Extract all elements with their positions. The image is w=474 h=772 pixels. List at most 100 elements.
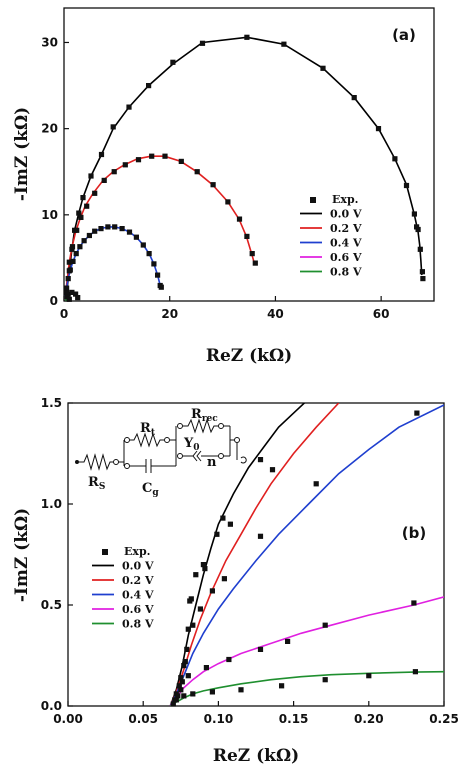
exp-data-point bbox=[210, 182, 216, 188]
y-tick-label: 0.5 bbox=[41, 598, 62, 612]
exp-data-point bbox=[226, 656, 232, 663]
exp-data-point bbox=[74, 227, 80, 233]
circuit-node-9 bbox=[124, 463, 130, 469]
exp-data-point bbox=[98, 226, 104, 232]
exp-data-point bbox=[197, 606, 203, 612]
exp-data-point bbox=[181, 663, 187, 669]
exp-data-point bbox=[209, 689, 215, 695]
exp-data-point bbox=[75, 295, 81, 301]
exp-data-point bbox=[80, 195, 86, 201]
x-tick-label: 0.10 bbox=[204, 712, 234, 726]
legend-label-06: 0.6 V bbox=[122, 603, 154, 616]
exp-data-point bbox=[351, 95, 357, 101]
exp-data-point bbox=[135, 157, 142, 163]
exp-data-point bbox=[403, 182, 410, 189]
x-tick-label: 0.20 bbox=[354, 712, 384, 726]
panel-b-frame bbox=[67, 402, 445, 707]
exp-data-point bbox=[281, 41, 287, 47]
series-line-02 bbox=[64, 155, 256, 295]
panel-b-ylabel: -ImZ (kΩ) bbox=[12, 508, 32, 602]
exp-data-point bbox=[411, 211, 417, 217]
exp-data-point bbox=[69, 289, 75, 295]
exp-data-point bbox=[76, 210, 82, 216]
exp-data-point bbox=[209, 588, 215, 594]
exp-data-point bbox=[178, 158, 184, 164]
exp-data-point bbox=[78, 214, 84, 220]
exp-data-point bbox=[122, 162, 128, 168]
exp-data-point bbox=[392, 156, 398, 162]
exp-data-point bbox=[411, 600, 417, 606]
exp-data-point bbox=[414, 410, 420, 416]
exp-data-point bbox=[175, 693, 181, 699]
series-line-06 bbox=[169, 596, 444, 706]
legend-label-exp: Exp. bbox=[332, 193, 358, 206]
exp-data-point bbox=[73, 251, 79, 257]
circuit-node-1 bbox=[113, 459, 119, 465]
exp-data-point bbox=[194, 169, 200, 175]
x-tick-label: 20 bbox=[161, 307, 178, 321]
exp-data-point bbox=[149, 153, 155, 159]
exp-data-point bbox=[65, 276, 71, 282]
exp-data-point bbox=[173, 697, 179, 703]
exp-data-point bbox=[185, 626, 191, 632]
exp-data-point bbox=[133, 234, 139, 240]
panel-a-ticks: 0 20 40 60 0 10 20 30 bbox=[41, 35, 389, 321]
legend-label-06: 0.6 V bbox=[330, 251, 362, 264]
panel-a-label: (a) bbox=[392, 26, 416, 44]
exp-data-point bbox=[119, 226, 125, 232]
series-line-04 bbox=[169, 404, 444, 706]
exp-data-point bbox=[313, 481, 319, 487]
legend-label-04: 0.4 V bbox=[330, 237, 362, 250]
exp-data-point bbox=[176, 683, 182, 689]
exp-data-point bbox=[64, 285, 70, 291]
exp-data-point bbox=[320, 65, 326, 71]
exp-data-point bbox=[70, 258, 76, 264]
exp-data-point bbox=[236, 216, 243, 222]
panel-b-label: (b) bbox=[402, 524, 426, 542]
legend-label-08: 0.8 V bbox=[330, 266, 362, 279]
exp-data-point bbox=[322, 677, 328, 683]
exp-data-point bbox=[366, 673, 372, 679]
y-tick-label: 10 bbox=[41, 208, 58, 222]
circuit-label-cg: Cg bbox=[142, 481, 159, 498]
x-tick-label: 0 bbox=[60, 307, 68, 321]
legend-label-04: 0.4 V bbox=[122, 589, 154, 602]
panel-a-xlabel: ReZ (kΩ) bbox=[206, 346, 292, 366]
exp-data-point bbox=[170, 59, 176, 65]
exp-data-point bbox=[126, 104, 132, 110]
panel-b-series-lines bbox=[169, 403, 444, 706]
resistor-rrec bbox=[183, 418, 218, 434]
circuit-node-6 bbox=[177, 453, 183, 459]
exp-data-point bbox=[202, 566, 208, 572]
exp-data-point bbox=[81, 238, 87, 244]
exp-data-point bbox=[67, 267, 73, 273]
exp-data-point bbox=[414, 224, 420, 230]
panel-b-chart: 0.00 0.05 0.10 0.15 0.20 0.25 0.0 0.5 1.0 1.5 (b)… bbox=[12, 396, 459, 766]
exp-data-point bbox=[375, 126, 382, 132]
y-tick-label: 0.0 bbox=[41, 699, 62, 713]
exp-data-point bbox=[140, 242, 146, 248]
panel-a-ylabel: -ImZ (kΩ) bbox=[12, 107, 32, 201]
circuit-label-n: n bbox=[207, 455, 217, 470]
exp-data-point bbox=[178, 687, 184, 693]
exp-data-point bbox=[244, 233, 250, 239]
resistor-rt bbox=[130, 432, 164, 448]
exp-data-point bbox=[92, 190, 98, 196]
legend-marker-exp bbox=[310, 197, 316, 203]
x-tick-label: 0.05 bbox=[128, 712, 158, 726]
circuit-node-8 bbox=[234, 437, 240, 443]
exp-data-point bbox=[221, 576, 227, 582]
exp-data-point bbox=[190, 622, 196, 628]
exp-data-point bbox=[151, 261, 157, 267]
exp-data-point bbox=[84, 203, 90, 209]
y-tick-label: 0 bbox=[50, 294, 58, 308]
exp-data-point bbox=[178, 675, 184, 681]
exp-data-point bbox=[146, 83, 152, 89]
exp-data-point bbox=[249, 251, 255, 257]
exp-data-point bbox=[220, 515, 226, 521]
exp-data-point bbox=[227, 521, 233, 527]
x-tick-label: 40 bbox=[267, 307, 284, 321]
legend-marker-exp bbox=[102, 549, 108, 555]
exp-data-point bbox=[279, 683, 285, 689]
exp-data-point bbox=[181, 693, 187, 699]
